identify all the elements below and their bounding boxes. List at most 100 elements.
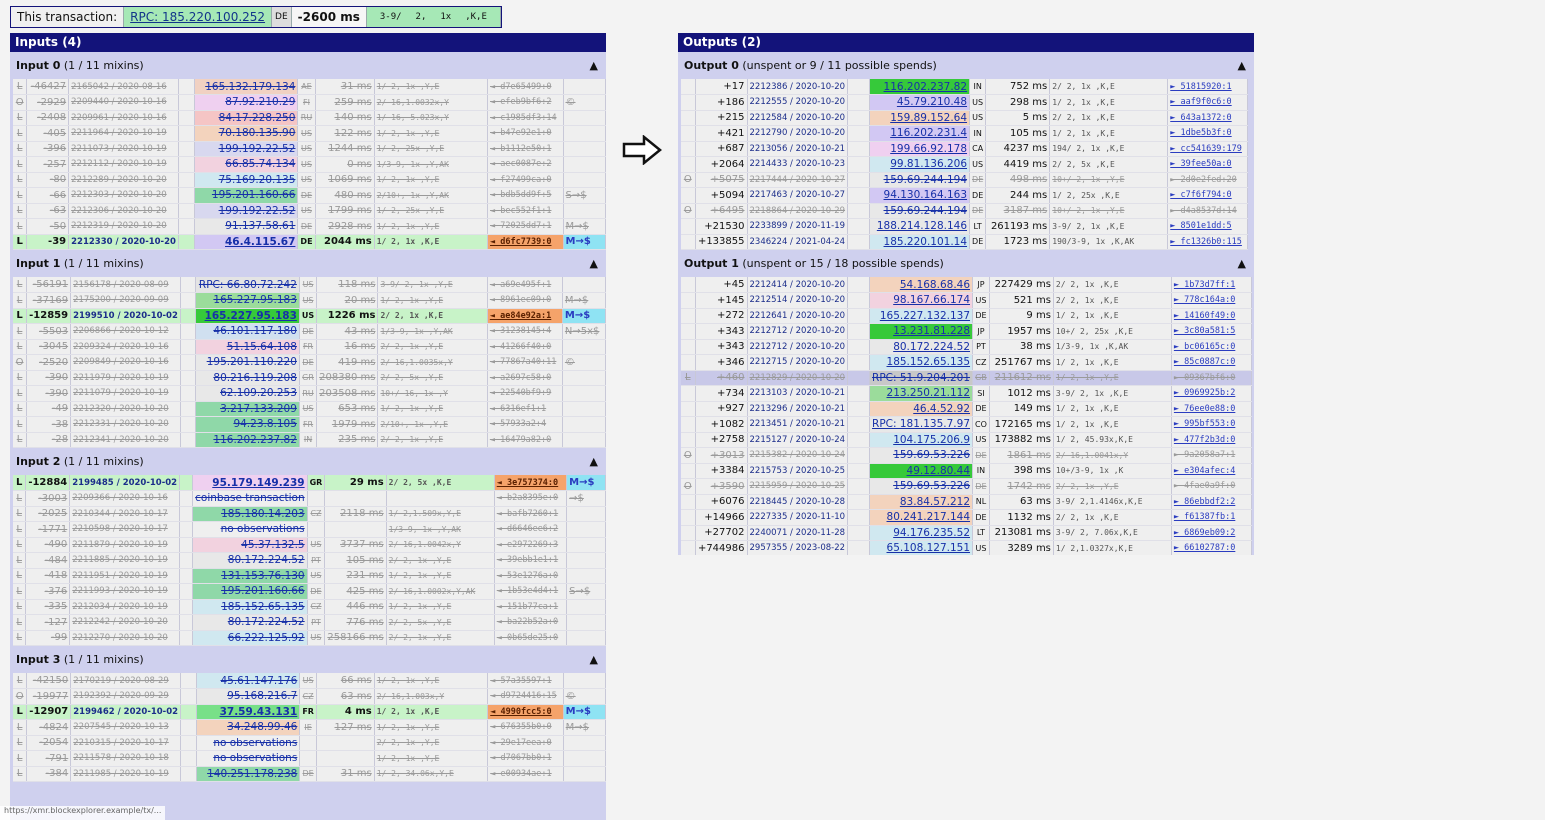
node-ip[interactable]: no observations bbox=[196, 750, 301, 767]
ip-link[interactable]: 195.201.160.66 bbox=[211, 189, 296, 202]
block-height[interactable]: 2212641 / 2020-10-20 bbox=[747, 308, 849, 324]
table-row[interactable]: +186 2212555 / 2020-10-20 45.79.210.48 US 29… bbox=[681, 94, 1249, 111]
block-height[interactable]: 2211985 / 2020-10-19 bbox=[70, 766, 182, 782]
block-height-link[interactable]: 2215753 / 2020-10-25 bbox=[749, 465, 846, 476]
block-height-link[interactable]: 2212319 / 2020-10-20 bbox=[71, 221, 167, 232]
source-tx-link[interactable]: ◄ d9724416:15 bbox=[487, 688, 564, 705]
ip-link[interactable]: 45.79.210.48 bbox=[896, 96, 968, 109]
block-height-link[interactable]: 2215382 / 2020-10-24 bbox=[749, 450, 846, 461]
block-height-link[interactable]: 2209961 / 2020-10-16 bbox=[71, 112, 167, 123]
spend-tx-link[interactable]: ► 0969925b:2 bbox=[1171, 385, 1252, 402]
source-tx-link[interactable]: ◄ b47e92e1:0 bbox=[487, 125, 564, 142]
block-height-link[interactable]: 2212641 / 2020-10-20 bbox=[749, 310, 846, 321]
source-tx-link[interactable]: ◄ 22540bf9:9 bbox=[487, 385, 563, 402]
block-height[interactable]: 2212341 / 2020-10-20 bbox=[70, 432, 181, 448]
ip-link[interactable]: 46.101.117.180 bbox=[213, 325, 297, 338]
table-row[interactable]: +45 2212414 / 2020-10-20 54.168.68.46 JP 227… bbox=[681, 277, 1252, 293]
block-height-link[interactable]: 2212829 / 2020-10-20 bbox=[749, 372, 846, 383]
block-height[interactable]: 2199510 / 2020-10-02 bbox=[70, 308, 181, 324]
source-tx-link[interactable]: ◄ d6fc7739:0 bbox=[487, 234, 564, 250]
block-height[interactable]: 2957355 / 2023-08-22 bbox=[747, 540, 849, 555]
source-tx-link[interactable]: ◄ 53e1276a:0 bbox=[494, 568, 568, 584]
block-height-link[interactable]: 2206866 / 2020-10-12 bbox=[73, 326, 169, 337]
source-tx-link[interactable]: ◄ b2a8395e:0 bbox=[494, 490, 568, 507]
block-height[interactable]: 2218445 / 2020-10-28 bbox=[747, 494, 849, 510]
block-height-link[interactable]: 2213451 / 2020-10-21 bbox=[749, 419, 846, 430]
block-height-link[interactable]: 2218445 / 2020-10-28 bbox=[749, 496, 846, 507]
node-ip[interactable]: 165.227.132.137 bbox=[869, 308, 974, 324]
table-row[interactable]: L -42150 2170219 / 2020-08-29 45.61.147.176… bbox=[13, 673, 606, 689]
table-row[interactable]: L -257 2212112 / 2020-10-19 66.85.74.134 US 0… bbox=[13, 156, 606, 173]
block-height-link[interactable]: 2199510 / 2020-10-02 bbox=[73, 310, 178, 321]
spend-tx-link[interactable]: ► 4fae0a9f:0 bbox=[1171, 478, 1252, 495]
node-ip[interactable]: 165.132.179.134 bbox=[194, 79, 299, 95]
table-row[interactable]: +734 2213103 / 2020-10-21 213.250.21.112 SI… bbox=[681, 385, 1252, 402]
source-tx-link[interactable]: ◄ a69e495f:1 bbox=[487, 277, 563, 293]
node-ip[interactable]: 159.69.53.226 bbox=[869, 478, 974, 495]
ip-link[interactable]: 91.137.58.61 bbox=[225, 220, 296, 233]
block-height-link[interactable]: 2211964 / 2020-10-19 bbox=[71, 128, 167, 139]
source-tx-link[interactable]: ◄ d6646ee6:2 bbox=[494, 521, 568, 538]
source-tx-link[interactable]: ◄ a2697c58:0 bbox=[487, 370, 563, 386]
node-ip[interactable]: 83.84.57.212 bbox=[869, 494, 974, 510]
table-row[interactable]: L -12859 2199510 / 2020-10-02 165.227.95.18… bbox=[13, 308, 606, 324]
block-height[interactable]: 2211079 / 2020-10-19 bbox=[70, 385, 181, 402]
ip-link[interactable]: no observations bbox=[213, 752, 298, 765]
table-row[interactable]: L -50 2212319 / 2020-10-20 91.137.58.61 DE 29… bbox=[13, 218, 606, 235]
block-height[interactable]: 2212112 / 2020-10-19 bbox=[68, 156, 179, 173]
block-height[interactable]: 2214433 / 2020-10-23 bbox=[747, 156, 849, 173]
block-height-link[interactable]: 2212712 / 2020-10-20 bbox=[749, 326, 846, 337]
node-ip[interactable]: 98.167.66.174 bbox=[869, 292, 974, 309]
block-height[interactable]: 2211578 / 2020-10-18 bbox=[70, 750, 182, 767]
block-height[interactable]: 2215382 / 2020-10-24 bbox=[747, 447, 849, 464]
block-height-link[interactable]: 2210598 / 2020-10-17 bbox=[72, 524, 168, 535]
block-height[interactable]: 2215959 / 2020-10-25 bbox=[747, 478, 849, 495]
table-row[interactable]: +215 2212584 / 2020-10-20 159.89.152.64 US 5… bbox=[681, 110, 1249, 126]
block-height-link[interactable]: 2218864 / 2020-10-29 bbox=[749, 205, 846, 216]
spend-tx-link[interactable]: ► 8501e1dd:5 bbox=[1167, 218, 1249, 235]
node-ip[interactable]: 46.4.52.92 bbox=[869, 401, 974, 417]
source-tx-link[interactable]: ◄ ba22b52a:0 bbox=[494, 614, 568, 631]
table-row[interactable]: +2758 2215127 / 2020-10-24 104.175.206.9 US… bbox=[681, 432, 1252, 448]
node-ip[interactable]: 94.23.8.105 bbox=[195, 416, 300, 433]
node-ip[interactable]: 165.227.95.183 bbox=[195, 308, 300, 324]
table-row[interactable]: +17 2212386 / 2020-10-20 116.202.237.82 IN 7… bbox=[681, 79, 1249, 95]
table-row[interactable]: L -2408 2209961 / 2020-10-16 84.17.228.250 R… bbox=[13, 110, 606, 126]
block-height[interactable]: 2170219 / 2020-08-29 bbox=[70, 673, 182, 689]
block-height[interactable]: 2212331 / 2020-10-20 bbox=[70, 416, 181, 433]
ip-link[interactable]: RPC: 51.9.204.201 bbox=[872, 371, 971, 384]
block-height[interactable]: 2217463 / 2020-10-27 bbox=[747, 187, 849, 204]
block-height[interactable]: 2209961 / 2020-10-16 bbox=[68, 110, 179, 126]
block-height-link[interactable]: 2212414 / 2020-10-20 bbox=[749, 279, 846, 290]
node-ip[interactable]: 116.202.231.4 bbox=[869, 125, 971, 142]
table-row[interactable]: +744986 2957355 / 2023-08-22 65.108.127.15… bbox=[681, 540, 1252, 555]
block-height-link[interactable]: 2212242 / 2020-10-20 bbox=[72, 617, 168, 628]
block-height-link[interactable]: 2212715 / 2020-10-20 bbox=[749, 357, 846, 368]
table-row[interactable]: L -12907 2199462 / 2020-10-02 37.59.43.131 F… bbox=[13, 704, 606, 720]
spend-tx-link[interactable]: ► 2d0e2fed:20 bbox=[1167, 172, 1249, 188]
block-height-link[interactable]: 2156178 / 2020-08-09 bbox=[73, 279, 169, 290]
node-ip[interactable]: no observations bbox=[196, 735, 301, 751]
block-height-link[interactable]: 2215959 / 2020-10-25 bbox=[749, 481, 846, 492]
block-height[interactable]: 2212303 / 2020-10-20 bbox=[68, 187, 179, 204]
ip-link[interactable]: 165.227.95.183 bbox=[213, 294, 297, 307]
node-ip[interactable]: 87.92.210.29 bbox=[194, 94, 299, 111]
ip-link[interactable]: 185.152.65.135 bbox=[221, 600, 305, 613]
block-height[interactable]: 2212790 / 2020-10-20 bbox=[747, 125, 849, 142]
block-height[interactable]: 2212829 / 2020-10-20 bbox=[747, 370, 849, 386]
ip-link[interactable]: 165.227.95.183 bbox=[204, 309, 297, 322]
node-ip[interactable]: 94.130.164.163 bbox=[869, 187, 971, 204]
spend-tx-link[interactable]: ► 995bf553:0 bbox=[1171, 416, 1252, 433]
block-height[interactable]: 2212386 / 2020-10-20 bbox=[747, 79, 849, 95]
table-row[interactable]: L -63 2212306 / 2020-10-20 199.192.22.52 US 1… bbox=[13, 203, 606, 219]
ip-link[interactable]: 34.248.99.46 bbox=[227, 721, 298, 734]
source-tx-link[interactable]: ◄ c1985df3:14 bbox=[487, 110, 564, 126]
table-row[interactable]: +145 2212514 / 2020-10-20 98.167.66.174 US 5… bbox=[681, 292, 1252, 309]
block-height[interactable]: 2209849 / 2020-10-16 bbox=[70, 354, 181, 371]
spend-tx-link[interactable]: ► 39fee50a:0 bbox=[1167, 156, 1249, 173]
source-tx-link[interactable]: ◄ 72025dd7:1 bbox=[487, 218, 564, 235]
node-ip[interactable]: 185.152.65.135 bbox=[869, 354, 974, 371]
ip-link[interactable]: 13.231.81.228 bbox=[893, 325, 971, 338]
node-ip[interactable]: 195.201.110.220 bbox=[195, 354, 300, 371]
node-ip[interactable]: 80.172.224.52 bbox=[192, 552, 308, 569]
